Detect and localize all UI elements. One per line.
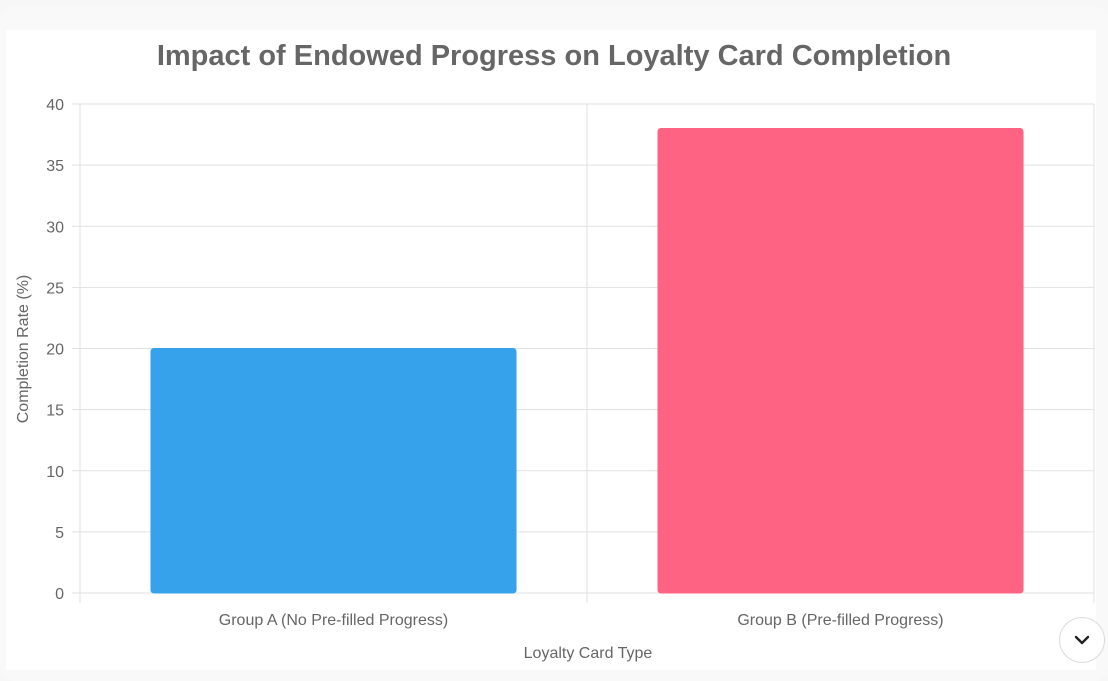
y-tick-label: 40 [46,97,64,114]
y-tick-label: 20 [46,342,64,359]
y-tick-label: 25 [46,280,64,297]
y-tick-label: 35 [46,158,64,175]
scroll-down-button[interactable] [1059,617,1105,663]
bar [657,127,1024,594]
y-axis-title: Completion Rate (%) [15,275,32,424]
y-tick-label: 0 [55,586,64,603]
y-tick-label: 30 [46,219,64,236]
bar [150,348,517,594]
y-tick-label: 15 [46,403,64,420]
y-tick-label: 10 [46,464,64,481]
chart-title: Impact of Endowed Progress on Loyalty Ca… [157,40,951,72]
bar-layer [150,127,1024,594]
y-tick-layer: 0 5 10 15 20 25 30 35 40 [46,97,64,603]
x-axis-title: Loyalty Card Type [524,645,653,662]
chevron-down-icon [1074,635,1090,645]
x-tick-label: Group B (Pre-filled Progress) [737,612,943,629]
x-tick-layer: Group A (No Pre-filled Progress) Group B … [219,612,944,629]
y-tick-label: 5 [55,525,64,542]
x-tick-label: Group A (No Pre-filled Progress) [219,612,448,629]
